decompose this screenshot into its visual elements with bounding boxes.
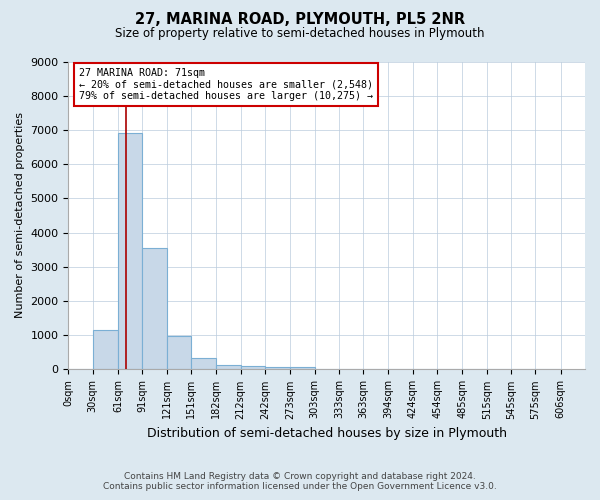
Bar (241, 366, 265, 370)
Y-axis label: Number of semi-detached properties: Number of semi-detached properties (15, 112, 25, 318)
Bar (167, 336, 191, 370)
Bar (142, 248, 167, 370)
Text: Contains HM Land Registry data © Crown copyright and database right 2024.: Contains HM Land Registry data © Crown c… (124, 472, 476, 481)
Bar (265, 367, 290, 370)
Text: Contains public sector information licensed under the Open Government Licence v3: Contains public sector information licen… (103, 482, 497, 491)
X-axis label: Distribution of semi-detached houses by size in Plymouth: Distribution of semi-detached houses by … (147, 427, 507, 440)
Bar (93, 330, 118, 370)
Text: 27 MARINA ROAD: 71sqm
← 20% of semi-detached houses are smaller (2,548)
79% of s: 27 MARINA ROAD: 71sqm ← 20% of semi-deta… (79, 68, 373, 101)
Bar (191, 358, 216, 370)
Text: 27, MARINA ROAD, PLYMOUTH, PL5 2NR: 27, MARINA ROAD, PLYMOUTH, PL5 2NR (135, 12, 465, 28)
Bar (290, 368, 314, 370)
Bar (118, 134, 142, 370)
Bar (216, 364, 241, 370)
Text: Size of property relative to semi-detached houses in Plymouth: Size of property relative to semi-detach… (115, 28, 485, 40)
